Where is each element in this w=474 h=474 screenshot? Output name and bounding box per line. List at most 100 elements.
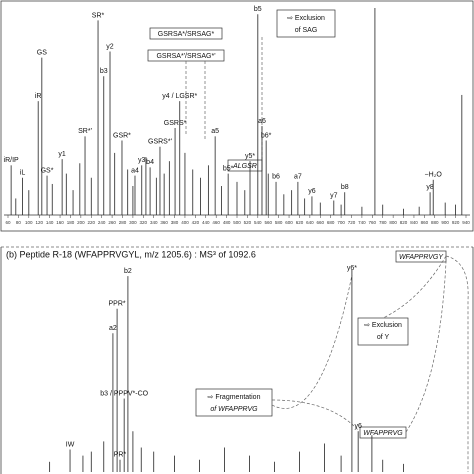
arrow [445,255,469,472]
x-tick-label: 860 [421,220,429,225]
annotation: ⇨ Fragmentation [208,394,261,401]
x-tick-label: 440 [202,220,210,225]
x-tick-label: 400 [181,220,189,225]
x-tick-label: 360 [160,220,168,225]
x-tick-label: 900 [441,220,449,225]
x-tick-label: 560 [264,220,272,225]
annotation: WFAPPRVG [363,430,403,437]
x-tick-label: 600 [285,220,293,225]
peak-label: y1 [58,151,66,158]
peak-label: b6* [261,132,272,139]
arrow [382,255,447,319]
peak-label: iR/IP [4,157,20,164]
peak-label: b8 [341,184,349,191]
peak-label: y8 [426,184,434,191]
x-tick-label: 620 [296,220,304,225]
peak-label: y6* [347,265,357,272]
x-tick-label: 640 [306,220,314,225]
x-tick-label: 320 [140,220,148,225]
peak-label: b2 [124,268,132,275]
x-tick-label: 780 [379,220,387,225]
callout-box [357,317,409,346]
peak-label: a4 [131,168,139,175]
peak-label: y2 [106,43,114,50]
x-tick-label: 340 [150,220,158,225]
x-tick-label: 940 [462,220,470,225]
x-tick-label: 840 [410,220,418,225]
annotation: WFAPPRVGY [399,254,444,261]
x-tick-label: 240 [98,220,106,225]
callout-box [276,9,336,38]
peak-label: GSRS* [164,120,187,127]
peak-label: b5 [254,6,262,13]
x-tick-label: 800 [389,220,397,225]
peak-label: PR* [114,452,127,459]
annotation: of Y [377,334,390,341]
x-tick-label: 160 [56,220,64,225]
annotation: ⇨ Exclusion [287,15,325,22]
x-tick-label: 660 [317,220,325,225]
x-tick-label: 180 [67,220,75,225]
x-tick-label: 460 [212,220,220,225]
panel-a-frame [0,0,474,232]
x-tick-label: 140 [46,220,54,225]
callout-box [195,388,273,417]
x-tick-label: 120 [35,220,43,225]
peak-label: b3 / PPPV*-CO [100,390,148,397]
peak-label: b5* [223,165,234,172]
x-tick-label: 200 [77,220,85,225]
x-tick-label: 720 [348,220,356,225]
x-tick-label: 580 [275,220,283,225]
x-tick-label: 420 [192,220,200,225]
peak-label: iL [20,170,26,177]
x-tick-label: 680 [327,220,335,225]
annotation: GSRSA*'/SRSAG*' [156,53,215,60]
callout-box [149,27,223,40]
arrow [271,274,353,409]
x-tick-label: 60 [5,220,11,225]
x-tick-label: 760 [369,220,377,225]
x-tick-label: 520 [244,220,252,225]
peak-label: iR [35,93,42,100]
x-tick-label: 380 [171,220,179,225]
peak-label: IW [66,441,75,448]
x-tick-label: 220 [88,220,96,225]
x-tick-label: 540 [254,220,262,225]
peak-label: y4 / LGSR* [162,93,197,100]
x-tick-label: 880 [431,220,439,225]
peak-label: a6 [258,118,266,125]
x-tick-label: 280 [119,220,127,225]
panel-title: (b) Peptide R-18 (WFAPPRVGYL, m/z 1205.6… [6,249,256,259]
annotation: of WFAPPRVG [210,406,258,413]
x-tick-label: 740 [358,220,366,225]
peak-label: GS* [41,168,54,175]
annotation: ⇨ Exclusion [364,322,402,329]
x-tick-label: 300 [129,220,137,225]
arrow [271,399,359,431]
peak-label: y5* [245,153,255,160]
x-tick-label: 920 [452,220,460,225]
peak-label: a2 [109,325,117,332]
annotation: of SAG [295,27,318,34]
peak-label: b6 [272,174,280,181]
peak-label: b4 [146,159,154,166]
x-tick-label: 700 [337,220,345,225]
x-tick-label: 100 [25,220,33,225]
peak-label: y3 [138,157,146,164]
peak-label: SR* [92,12,105,19]
x-tick-label: 260 [108,220,116,225]
peak-label: −H₂O [425,172,443,179]
peak-label: PPR* [109,301,126,308]
callout-box [359,426,407,439]
peak-label: GSRS*' [148,139,172,146]
x-tick-label: 480 [223,220,231,225]
peak-label: SR*' [78,128,92,135]
peak-label: a7 [294,174,302,181]
peak-label: b3 [100,68,108,75]
annotation: ALGSR [232,163,257,170]
peak-label: y7 [330,192,338,199]
peak-label: a5 [211,128,219,135]
x-tick-label: 500 [233,220,241,225]
peak-label: y6 [308,188,316,195]
